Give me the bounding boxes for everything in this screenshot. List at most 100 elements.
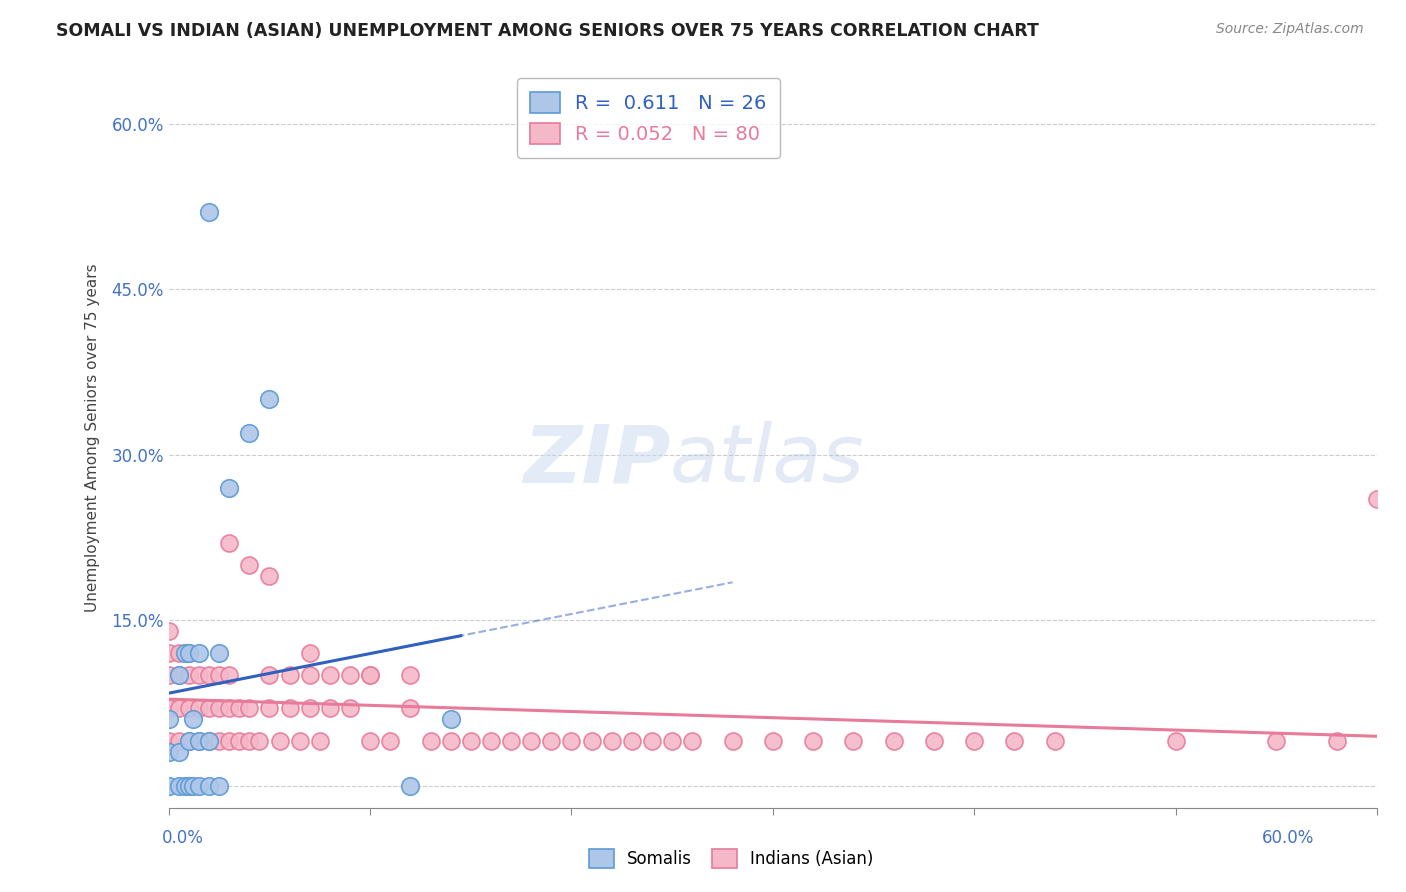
Point [188, 668, 211, 682]
Point [278, 701, 301, 715]
Point [228, 701, 250, 715]
Point [269, 734, 291, 748]
Point [177, 701, 200, 715]
Point [157, 668, 180, 682]
Point [167, 779, 190, 793]
Point [620, 734, 643, 748]
Point [208, 668, 231, 682]
Point [188, 646, 211, 660]
Point [238, 734, 260, 748]
Point [218, 734, 240, 748]
Point [208, 701, 231, 715]
Text: SOMALI VS INDIAN (ASIAN) UNEMPLOYMENT AMONG SENIORS OVER 75 YEARS CORRELATION CH: SOMALI VS INDIAN (ASIAN) UNEMPLOYMENT AM… [56, 22, 1039, 40]
Point [1326, 734, 1348, 748]
Y-axis label: Unemployment Among Seniors over 75 years: Unemployment Among Seniors over 75 years [86, 264, 100, 613]
Point [218, 668, 240, 682]
Text: 0.0%: 0.0% [162, 829, 204, 847]
Point [198, 734, 221, 748]
Point [228, 734, 250, 748]
Point [681, 734, 703, 748]
Point [157, 779, 180, 793]
Point [188, 734, 211, 748]
Point [380, 734, 402, 748]
Point [1265, 734, 1288, 748]
Point [167, 646, 190, 660]
Point [359, 668, 381, 682]
Point [157, 712, 180, 726]
Point [762, 734, 785, 748]
Point [167, 668, 190, 682]
Point [188, 734, 211, 748]
Legend: R =  0.611   N = 26, R = 0.052   N = 80: R = 0.611 N = 26, R = 0.052 N = 80 [517, 78, 780, 158]
Point [259, 392, 281, 407]
Point [581, 734, 603, 748]
Point [298, 668, 321, 682]
Point [399, 701, 422, 715]
Point [198, 701, 221, 715]
Point [218, 701, 240, 715]
Point [721, 734, 744, 748]
Point [177, 668, 200, 682]
Point [198, 205, 221, 219]
Point [181, 712, 204, 726]
Point [641, 734, 664, 748]
Point [238, 701, 260, 715]
Point [198, 734, 221, 748]
Point [167, 701, 190, 715]
Point [661, 734, 683, 748]
Point [440, 712, 463, 726]
Point [339, 668, 361, 682]
Point [218, 536, 240, 550]
Point [419, 734, 441, 748]
Point [238, 558, 260, 572]
Text: atlas: atlas [671, 421, 865, 500]
Point [198, 668, 221, 682]
Point [600, 734, 623, 748]
Point [298, 701, 321, 715]
Point [319, 701, 342, 715]
Point [167, 734, 190, 748]
Text: 60.0%: 60.0% [1263, 829, 1315, 847]
Point [520, 734, 543, 748]
Point [157, 701, 180, 715]
Point [501, 734, 523, 748]
Point [238, 425, 260, 440]
Point [560, 734, 582, 748]
Point [883, 734, 905, 748]
Point [460, 734, 482, 748]
Point [1004, 734, 1026, 748]
Point [198, 779, 221, 793]
Legend: Somalis, Indians (Asian): Somalis, Indians (Asian) [582, 843, 880, 875]
Point [177, 646, 200, 660]
Point [181, 779, 204, 793]
Point [399, 779, 422, 793]
Point [177, 734, 200, 748]
Point [278, 668, 301, 682]
Point [167, 746, 190, 760]
Point [208, 646, 231, 660]
Point [298, 646, 321, 660]
Point [208, 734, 231, 748]
Point [173, 779, 195, 793]
Point [259, 701, 281, 715]
Point [157, 624, 180, 639]
Point [1365, 491, 1388, 506]
Point [188, 701, 211, 715]
Point [922, 734, 945, 748]
Point [1164, 734, 1187, 748]
Point [842, 734, 865, 748]
Point [247, 734, 270, 748]
Point [157, 646, 180, 660]
Point [1043, 734, 1066, 748]
Text: ZIP: ZIP [523, 421, 671, 500]
Point [339, 701, 361, 715]
Point [177, 779, 200, 793]
Point [440, 734, 463, 748]
Point [963, 734, 986, 748]
Point [259, 668, 281, 682]
Point [359, 668, 381, 682]
Point [218, 481, 240, 495]
Point [173, 646, 195, 660]
Point [259, 569, 281, 583]
Point [479, 734, 502, 748]
